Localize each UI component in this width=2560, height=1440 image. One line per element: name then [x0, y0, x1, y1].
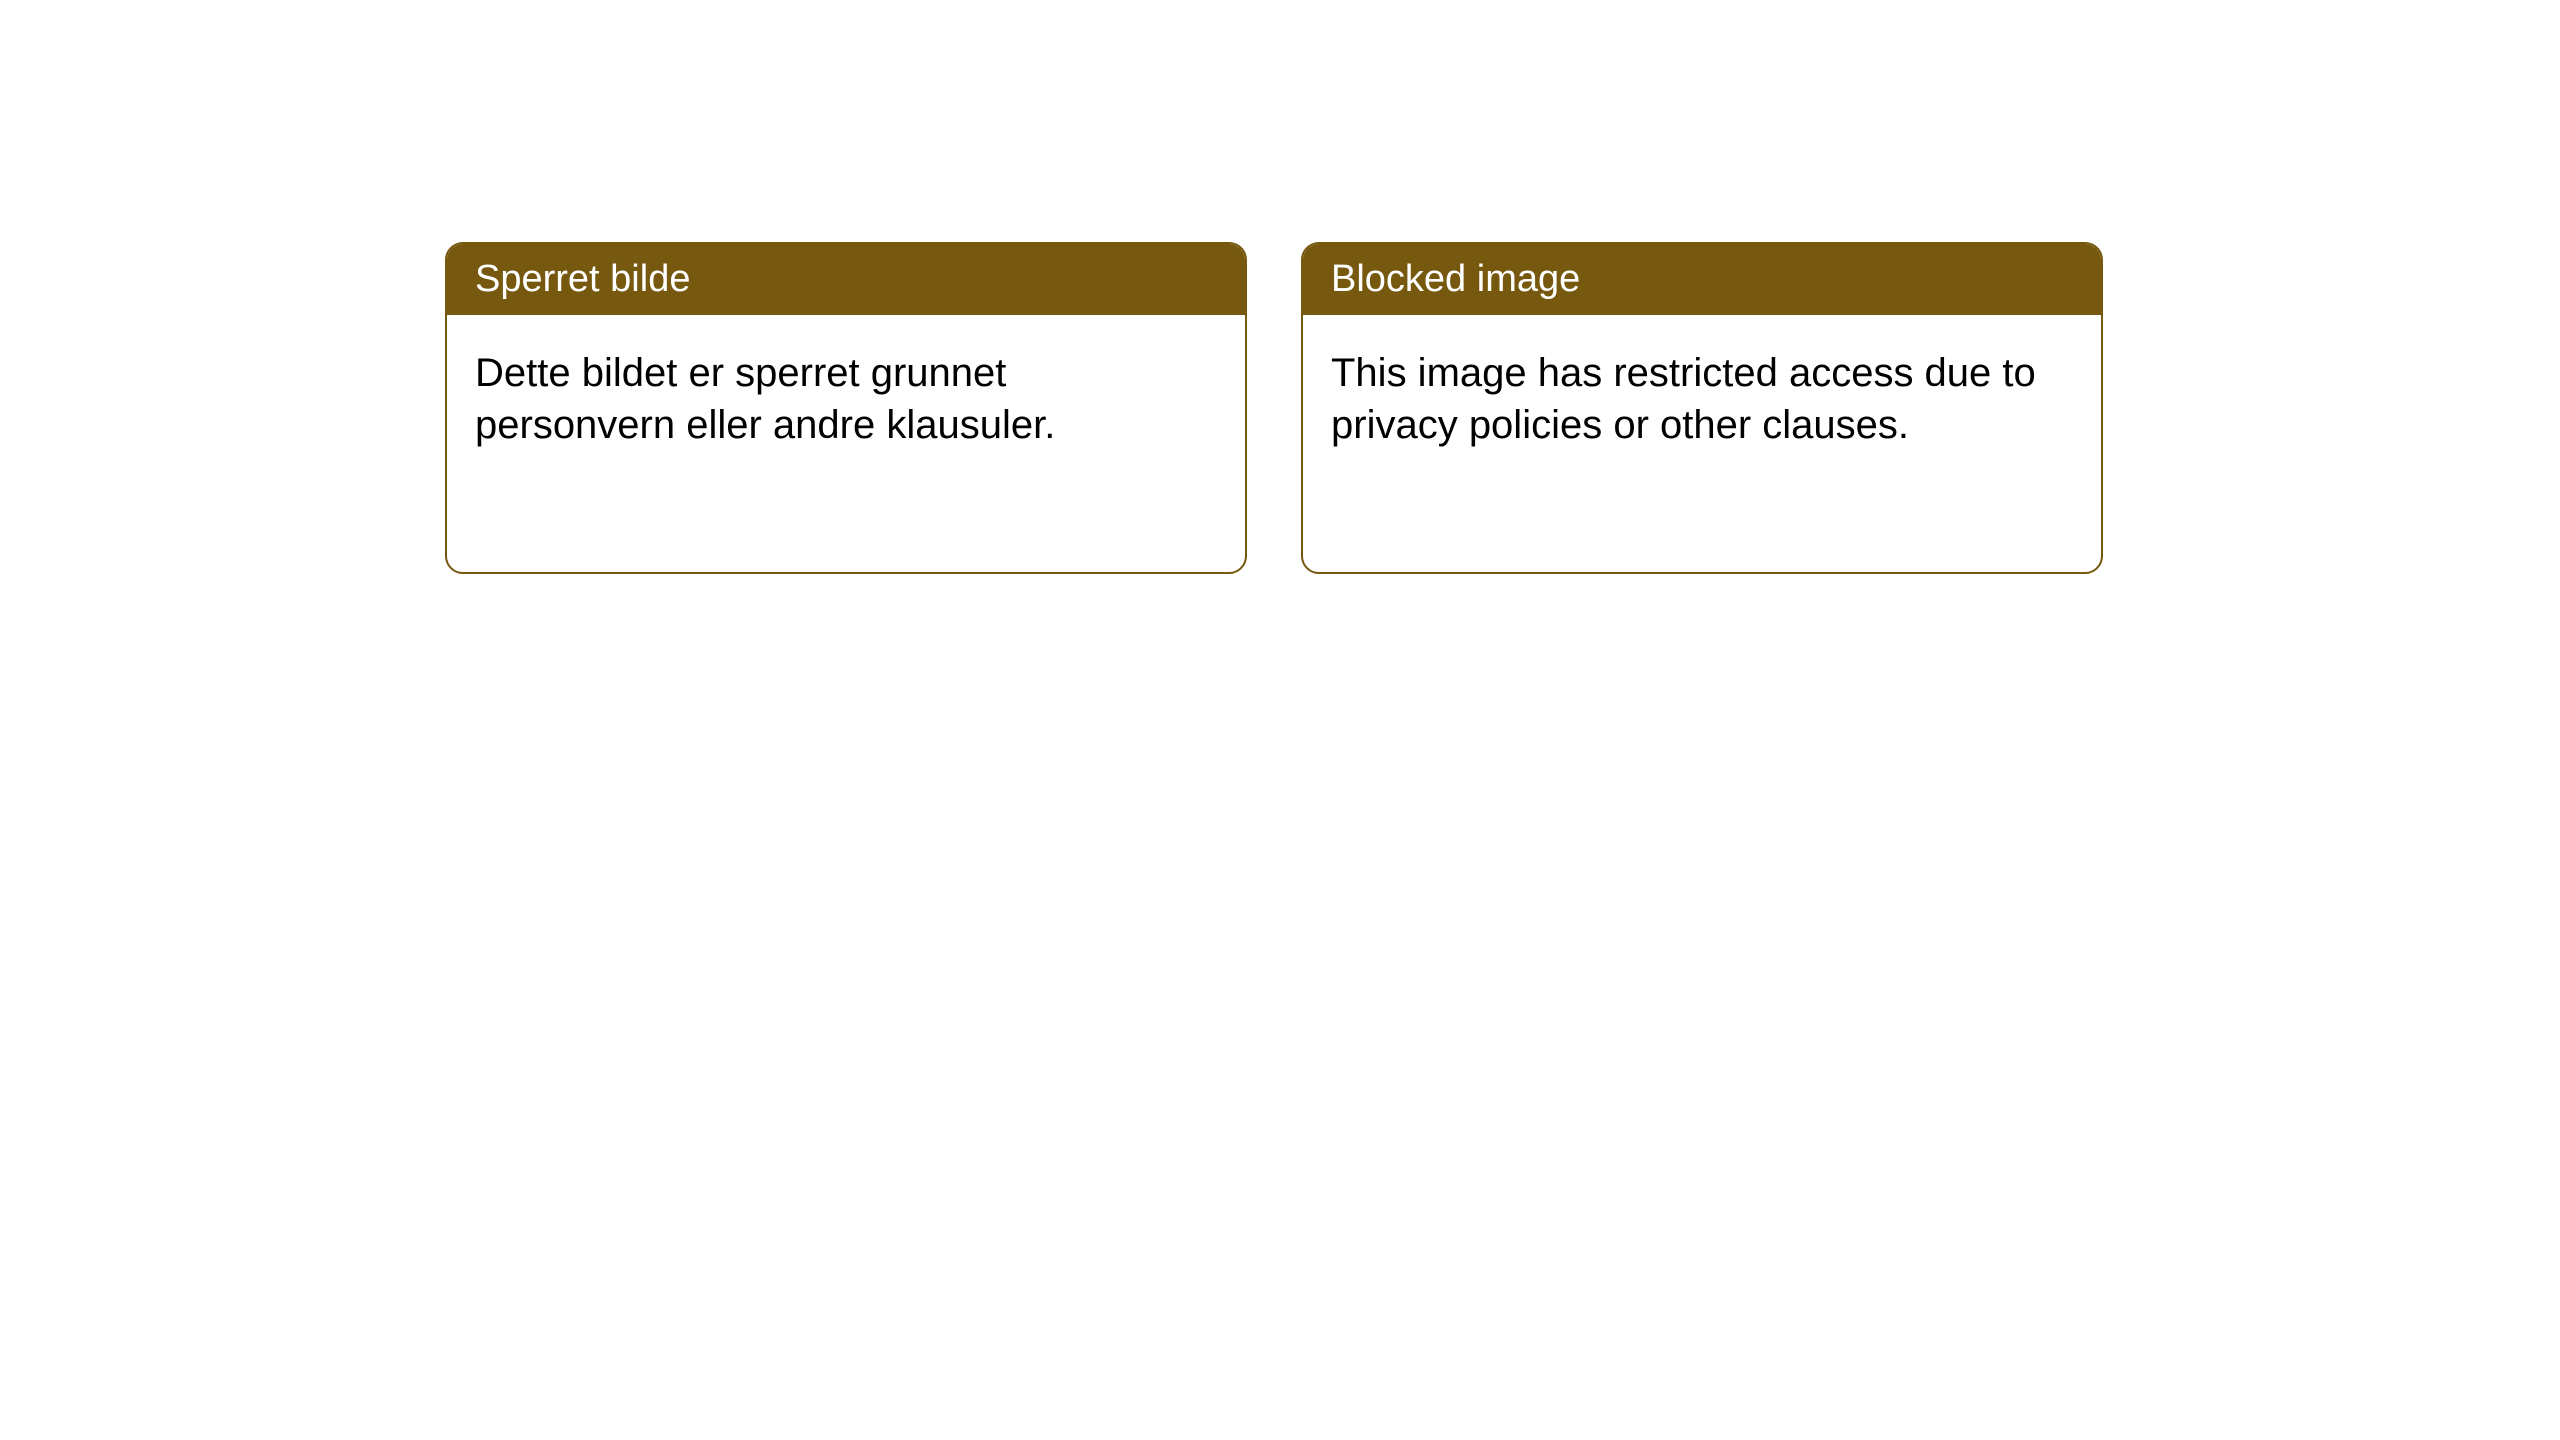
notice-body-english: This image has restricted access due to …	[1303, 315, 2101, 483]
notice-title: Sperret bilde	[475, 258, 690, 300]
notice-title: Blocked image	[1331, 258, 1580, 300]
notice-header-english: Blocked image	[1303, 244, 2101, 315]
notice-box-english: Blocked image This image has restricted …	[1301, 242, 2103, 574]
notice-body-norwegian: Dette bildet er sperret grunnet personve…	[447, 315, 1245, 483]
notice-box-norwegian: Sperret bilde Dette bildet er sperret gr…	[445, 242, 1247, 574]
notice-container: Sperret bilde Dette bildet er sperret gr…	[445, 242, 2103, 574]
notice-text: Dette bildet er sperret grunnet personve…	[475, 351, 1055, 447]
notice-text: This image has restricted access due to …	[1331, 351, 2036, 447]
notice-header-norwegian: Sperret bilde	[447, 244, 1245, 315]
